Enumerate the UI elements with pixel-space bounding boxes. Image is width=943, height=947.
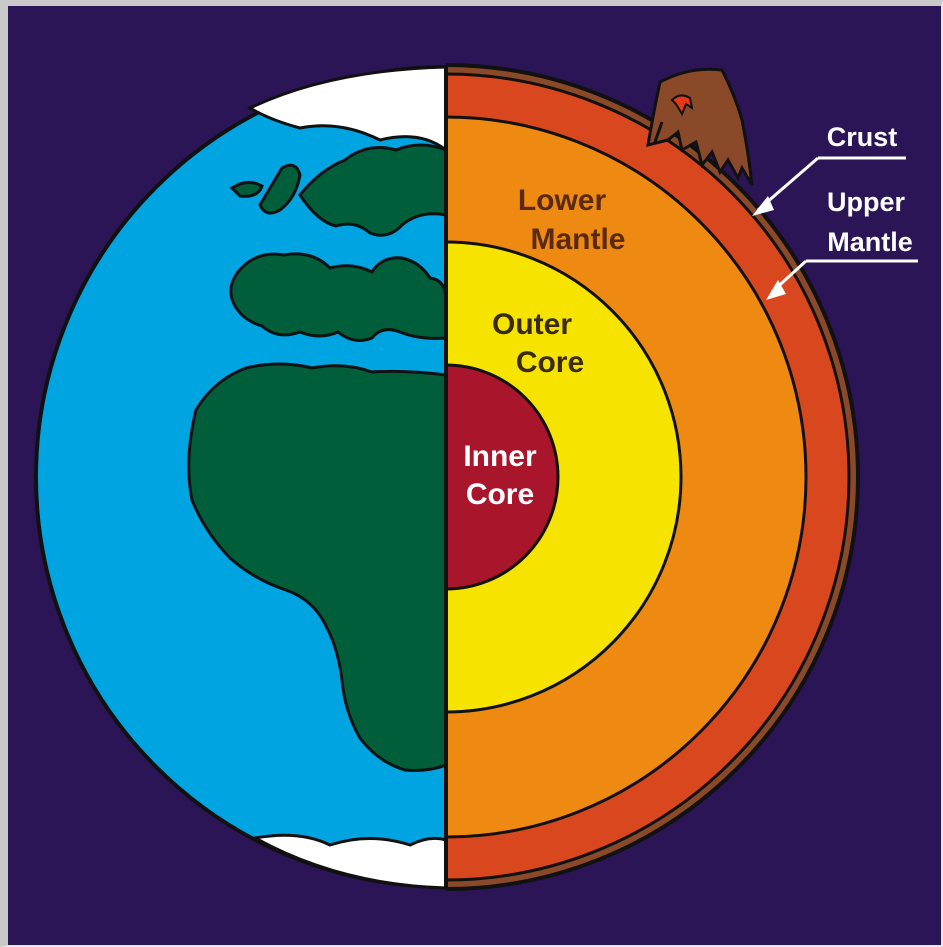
- inner-core-layer: [446, 363, 560, 591]
- label-inner-core-1: Inner: [463, 440, 537, 473]
- label-inner-core-2: Core: [466, 478, 534, 511]
- label-upper-mantle-1: Upper: [827, 187, 906, 217]
- label-outer-core-1: Outer: [492, 308, 572, 341]
- upper-mantle-arrowhead: [766, 280, 786, 300]
- island-iceland: [229, 181, 264, 198]
- label-upper-mantle-2: Mantle: [827, 227, 913, 257]
- landmass-north: [298, 143, 446, 237]
- label-lower-mantle-1: Lower: [518, 184, 607, 217]
- label-outer-core-2: Core: [516, 346, 584, 379]
- label-crust: Crust: [827, 122, 898, 152]
- volcano-icon: [646, 67, 754, 186]
- landmass-europe: [229, 252, 446, 342]
- label-lower-mantle-2: Mantle: [530, 223, 625, 256]
- landmass-africa: [187, 362, 446, 772]
- island-britain: [258, 163, 302, 215]
- globe-surface: [34, 65, 446, 890]
- earth-cross-section: [446, 63, 860, 891]
- south-ice: [250, 833, 446, 890]
- north-ice: [246, 65, 446, 152]
- outer-core-layer: [446, 240, 683, 714]
- crust-arrowhead: [752, 196, 774, 216]
